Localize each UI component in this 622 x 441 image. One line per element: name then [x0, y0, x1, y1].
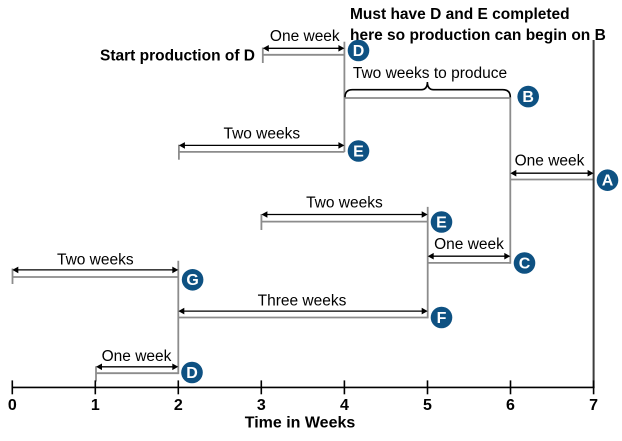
svg-text:3: 3: [257, 397, 266, 414]
svg-text:E: E: [436, 214, 447, 231]
svg-text:B: B: [522, 89, 534, 106]
svg-text:0: 0: [8, 397, 17, 414]
svg-text:Must have D and E completed: Must have D and E completed: [350, 6, 570, 23]
svg-text:7: 7: [589, 397, 598, 414]
svg-text:One week: One week: [515, 153, 585, 170]
svg-text:Two weeks to produce: Two weeks to produce: [353, 65, 507, 82]
svg-text:One week: One week: [102, 348, 172, 365]
svg-text:Time in Weeks: Time in Weeks: [245, 414, 356, 431]
svg-text:E: E: [353, 143, 364, 160]
svg-text:here so production can begin o: here so production can begin on B: [350, 27, 606, 44]
svg-text:G: G: [186, 272, 198, 289]
svg-text:Two weeks: Two weeks: [306, 194, 383, 211]
svg-text:One week: One week: [434, 236, 504, 253]
svg-text:Two weeks: Two weeks: [57, 251, 134, 268]
svg-text:1: 1: [91, 397, 100, 414]
svg-text:Three weeks: Three weeks: [258, 293, 347, 310]
svg-text:D: D: [353, 43, 365, 60]
svg-text:C: C: [519, 255, 531, 272]
svg-text:6: 6: [506, 397, 515, 414]
svg-text:A: A: [602, 173, 614, 190]
svg-text:4: 4: [340, 397, 349, 414]
svg-text:Start production of D: Start production of D: [100, 48, 255, 65]
svg-text:One week: One week: [270, 28, 340, 45]
svg-text:Two weeks: Two weeks: [223, 125, 300, 142]
svg-text:5: 5: [423, 397, 432, 414]
svg-text:F: F: [437, 310, 447, 327]
svg-text:D: D: [186, 365, 198, 382]
svg-text:2: 2: [174, 397, 183, 414]
